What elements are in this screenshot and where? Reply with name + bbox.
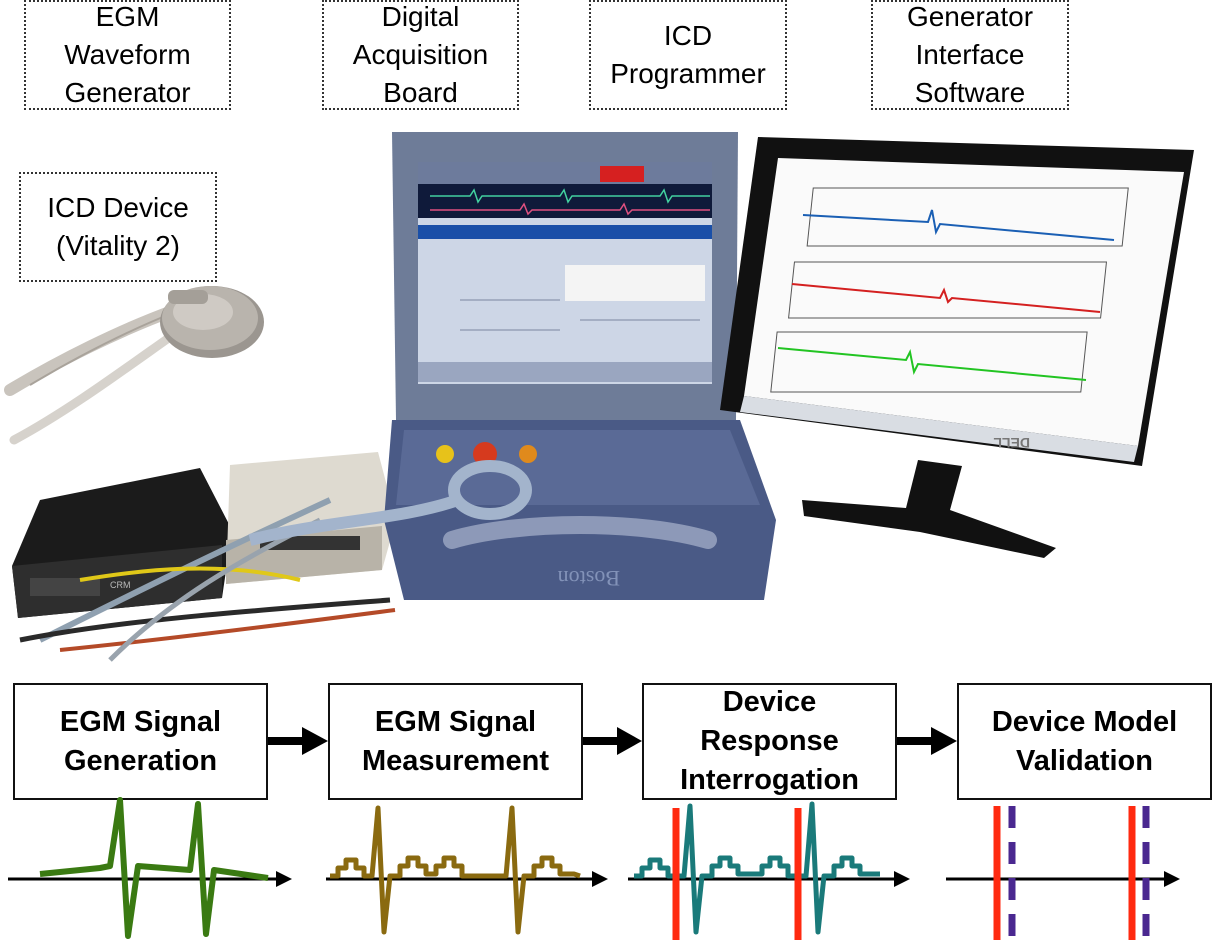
validation-marker-panel bbox=[946, 806, 1180, 940]
label-line: Programmer bbox=[610, 58, 766, 89]
label-line: Digital bbox=[381, 1, 460, 32]
label-line: Acquisition bbox=[352, 39, 489, 70]
icd-device-label: ICD Device (Vitality 2) bbox=[19, 172, 217, 282]
stage-title-line: Device bbox=[722, 686, 817, 718]
stage-egm-signal-measurement: EGM Signal Measurement bbox=[328, 683, 583, 800]
monitor-plot-1 bbox=[802, 187, 1129, 247]
cables-image bbox=[19, 497, 396, 662]
label-line: EGM bbox=[95, 1, 160, 32]
egm-waveform-generator-label: EGM Waveform Generator bbox=[24, 0, 231, 110]
stage-title-line: Interrogation bbox=[680, 764, 859, 796]
programmer-brand: Boston bbox=[558, 566, 620, 591]
label-line: Generator bbox=[64, 77, 191, 108]
label-line: ICD bbox=[663, 20, 713, 51]
stage-device-response-interrogation: Device Response Interrogation bbox=[642, 683, 897, 800]
flow-arrow bbox=[583, 727, 642, 755]
measurement-waveform-panel bbox=[326, 805, 608, 935]
svg-text:CRM: CRM bbox=[110, 580, 131, 590]
flow-arrow bbox=[268, 727, 328, 755]
axis-arrowhead bbox=[592, 871, 608, 887]
axis-arrowhead bbox=[894, 871, 910, 887]
digital-acquisition-board-label: Digital Acquisition Board bbox=[322, 0, 519, 110]
axis-arrowhead bbox=[276, 871, 292, 887]
label-line: ICD Device bbox=[47, 192, 189, 223]
waveform-generator-image: CRM bbox=[12, 468, 232, 618]
monitor-image: DELL bbox=[720, 137, 1194, 558]
stage-title-line: Validation bbox=[1016, 744, 1153, 777]
icd-device-image bbox=[4, 286, 264, 445]
label-line: Software bbox=[914, 77, 1026, 108]
generation-waveform-panel bbox=[8, 797, 292, 939]
monitor-plot-3 bbox=[770, 331, 1088, 393]
stage-title-line: Measurement bbox=[362, 744, 549, 777]
label-line: Interface bbox=[915, 39, 1025, 70]
label-line: Waveform bbox=[64, 39, 191, 70]
label-line: Generator bbox=[906, 1, 1034, 32]
stage-device-model-validation: Device Model Validation bbox=[957, 683, 1212, 800]
icd-programmer-image: Boston bbox=[248, 132, 776, 600]
icd-programmer-label: ICD Programmer bbox=[589, 0, 787, 110]
stage-egm-signal-generation: EGM Signal Generation bbox=[13, 683, 268, 800]
generation-waveform bbox=[39, 797, 269, 939]
monitor-plot-2 bbox=[788, 261, 1108, 319]
interrogation-waveform-panel bbox=[628, 801, 910, 940]
generator-interface-software-label: Generator Interface Software bbox=[871, 0, 1069, 110]
stage-title-line: EGM Signal bbox=[59, 705, 222, 738]
stage-title-line: Response bbox=[700, 725, 839, 757]
label-line: Board bbox=[383, 77, 458, 108]
flow-arrow bbox=[897, 727, 957, 755]
stage-title-line: Device Model bbox=[991, 705, 1178, 738]
measurement-waveform bbox=[330, 805, 581, 935]
monitor-brand: DELL bbox=[993, 435, 1030, 451]
stage-title-line: Generation bbox=[63, 744, 218, 777]
label-line: (Vitality 2) bbox=[56, 230, 180, 261]
stage-title-line: EGM Signal bbox=[374, 705, 537, 738]
axis-arrowhead bbox=[1164, 871, 1180, 887]
interrogation-waveform bbox=[634, 801, 880, 935]
